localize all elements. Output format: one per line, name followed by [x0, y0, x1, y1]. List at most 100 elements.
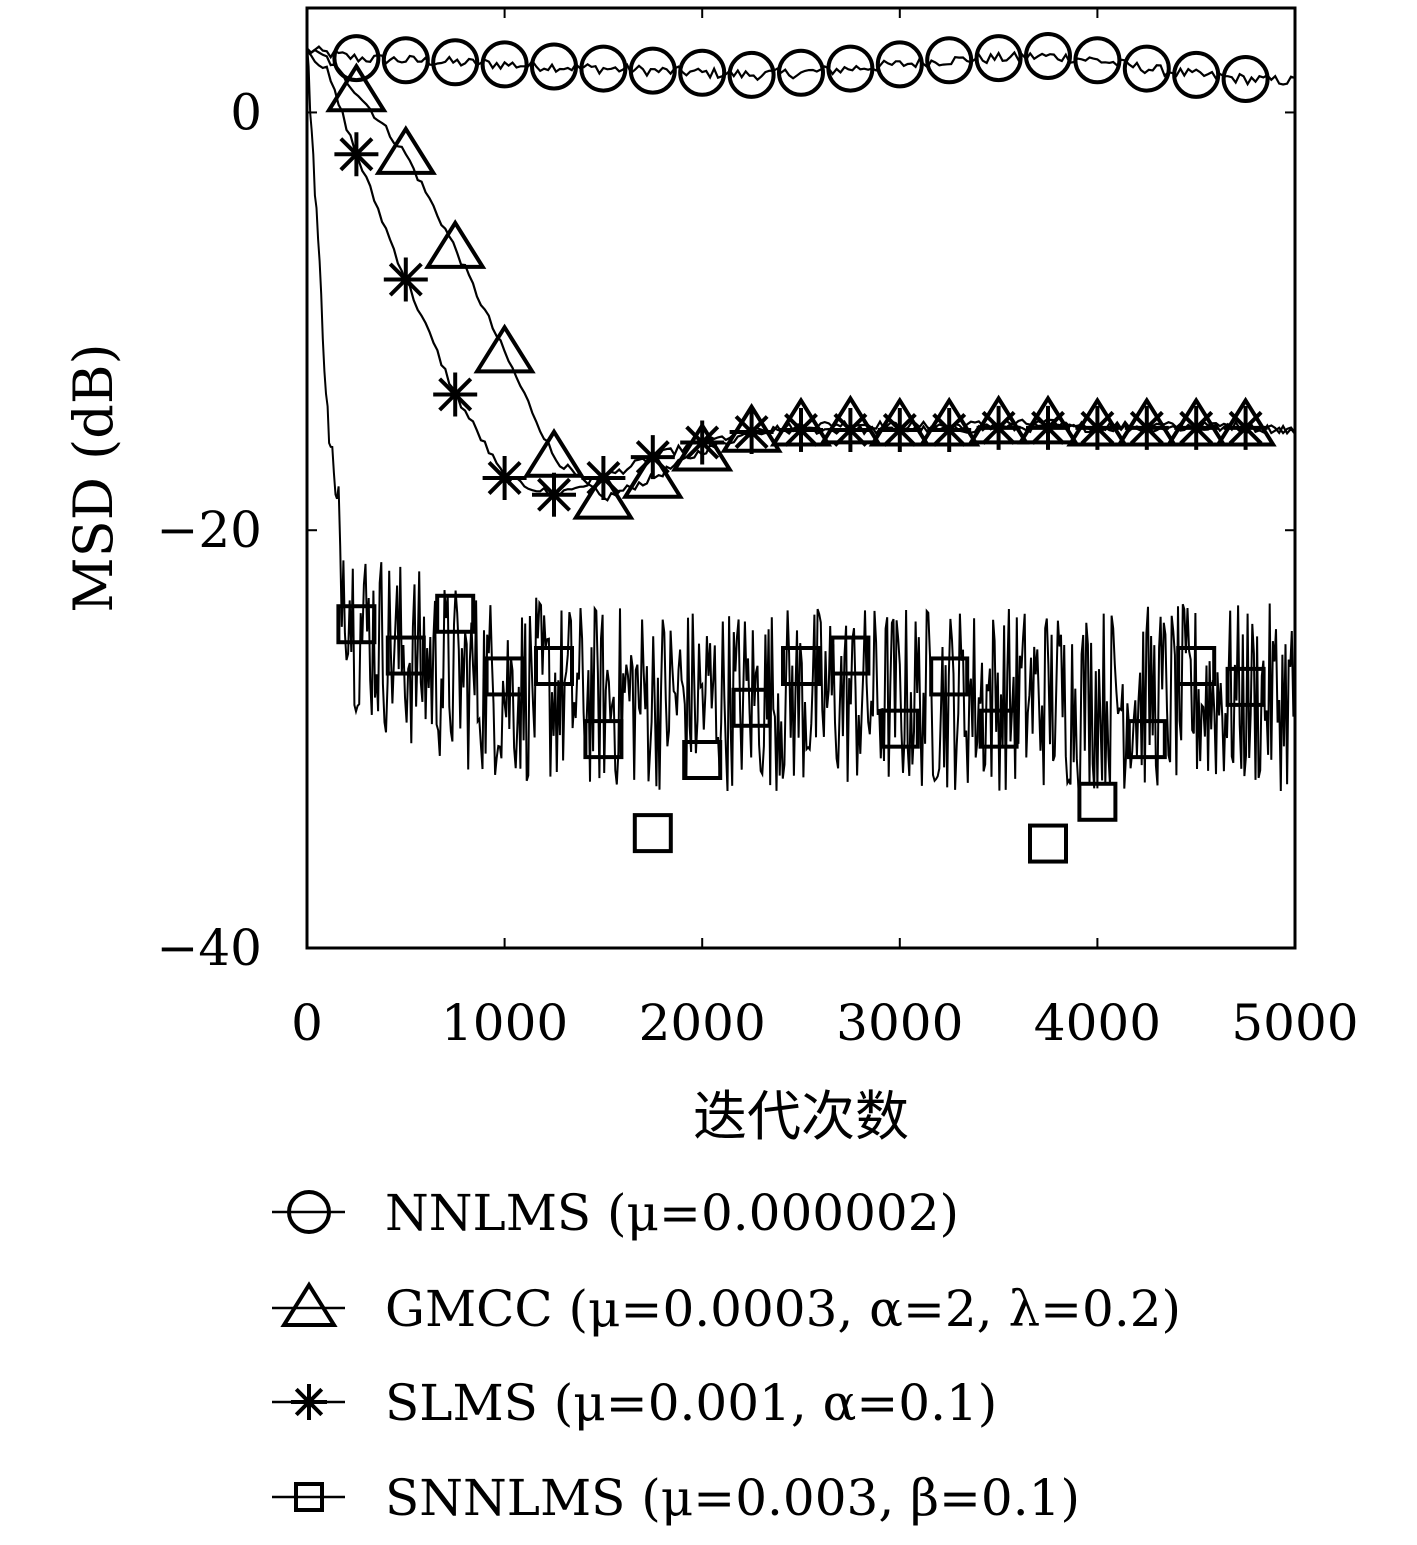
plot-area: [305, 6, 1297, 950]
x-tick-label: 4000: [1034, 994, 1161, 1052]
star-marker: [680, 420, 725, 465]
legend-label: NNLMS (μ=0.000002): [385, 1184, 959, 1242]
star-marker: [729, 410, 774, 455]
triangle-marker: [374, 125, 437, 175]
circle-marker: [1024, 32, 1072, 81]
star-stroke: [1228, 410, 1263, 445]
series-line-circle: [306, 45, 1296, 87]
y-tick-label: 0: [230, 83, 262, 141]
circle-marker: [628, 46, 677, 95]
triangle-marker: [473, 323, 536, 374]
tick-labels: 0 1000 2000 3000 4000 5000 0 −20 −40: [156, 83, 1358, 1052]
circle-marker: [1073, 36, 1122, 85]
star-stroke: [294, 1387, 324, 1417]
square-marker: [1176, 646, 1217, 686]
square-marker: [583, 719, 624, 760]
star-stroke: [438, 377, 473, 412]
square-marker: [830, 635, 871, 676]
square-marker: [731, 687, 772, 728]
x-tick-label: 5000: [1231, 994, 1358, 1052]
circle-marker: [381, 36, 430, 85]
star-marker: [1026, 405, 1070, 450]
square-marker: [484, 656, 525, 697]
y-axis-title: MSD (dB): [62, 343, 125, 612]
triangle-marker: [572, 469, 635, 520]
square-marker: [978, 708, 1019, 749]
circle-marker: [579, 44, 628, 93]
circle-marker: [777, 48, 825, 97]
square-marker: [1225, 666, 1266, 707]
circle-marker: [1221, 55, 1270, 104]
square-marker: [294, 1482, 324, 1512]
legend: NNLMS (μ=0.000002) GMCC (μ=0.0003, α=2, λ…: [272, 1184, 1181, 1527]
square-marker: [632, 813, 673, 854]
circle-marker: [826, 44, 875, 93]
circle-marker: [727, 50, 776, 99]
triangle-marker: [621, 448, 684, 499]
star-stroke: [635, 440, 670, 475]
star-marker: [482, 456, 527, 500]
star-stroke: [784, 412, 818, 447]
triangle-marker: [280, 1281, 338, 1327]
star-marker: [1075, 405, 1120, 450]
star-marker: [1223, 405, 1268, 450]
star-marker: [828, 407, 873, 452]
star-stroke: [339, 137, 374, 172]
triangle-marker: [325, 62, 388, 113]
legend-label: SLMS (μ=0.001, α=0.1): [385, 1374, 997, 1432]
star-marker: [383, 257, 428, 302]
star-stroke: [1031, 410, 1065, 445]
y-tick-label: −40: [156, 919, 262, 977]
legend-label: SNNLMS (μ=0.003, β=0.1): [385, 1469, 1080, 1527]
star-marker: [291, 1384, 327, 1420]
star-marker: [877, 407, 922, 452]
triangle-marker: [671, 421, 734, 472]
x-tick-label: 1000: [441, 994, 568, 1052]
triangle-marker: [424, 219, 487, 269]
star-marker: [779, 407, 823, 452]
square-marker: [1028, 823, 1068, 864]
circle-marker: [431, 38, 480, 87]
star-stroke: [1179, 410, 1214, 445]
star-marker: [1124, 405, 1169, 450]
circle-marker: [332, 34, 381, 83]
square-marker: [879, 708, 920, 749]
star-stroke: [833, 412, 868, 447]
circle-marker: [480, 40, 529, 89]
circle-marker: [974, 34, 1023, 83]
series-markers: [325, 32, 1277, 864]
star-marker: [581, 456, 626, 500]
x-tick-label: 0: [291, 994, 323, 1052]
star-stroke: [685, 425, 720, 460]
star-stroke: [932, 412, 967, 447]
square-marker: [1126, 719, 1167, 760]
square-marker: [435, 593, 476, 634]
x-tick-label: 3000: [836, 994, 963, 1052]
axis-ticks: [306, 8, 1296, 949]
circle-marker: [287, 1190, 331, 1234]
star-stroke: [586, 461, 621, 495]
circle-marker: [875, 40, 924, 89]
x-axis-title: 迭代次数: [693, 1085, 909, 1148]
star-marker: [334, 132, 379, 177]
star-stroke: [388, 262, 423, 297]
star-marker: [976, 405, 1021, 450]
star-stroke: [537, 477, 571, 512]
square-marker: [385, 635, 426, 676]
star-marker: [532, 472, 576, 517]
square-marker: [336, 604, 377, 645]
star-stroke: [734, 415, 769, 450]
star-stroke: [882, 412, 917, 447]
star-marker: [927, 407, 972, 452]
circle-marker: [530, 42, 578, 91]
circle-marker: [678, 48, 727, 97]
star-marker: [630, 435, 675, 480]
circle-marker: [1122, 44, 1171, 93]
x-tick-label: 2000: [639, 994, 766, 1052]
triangle-marker: [522, 428, 586, 478]
circle-marker: [925, 36, 974, 85]
star-marker: [1174, 405, 1219, 450]
star-stroke: [981, 410, 1016, 445]
square-marker: [1077, 781, 1118, 822]
